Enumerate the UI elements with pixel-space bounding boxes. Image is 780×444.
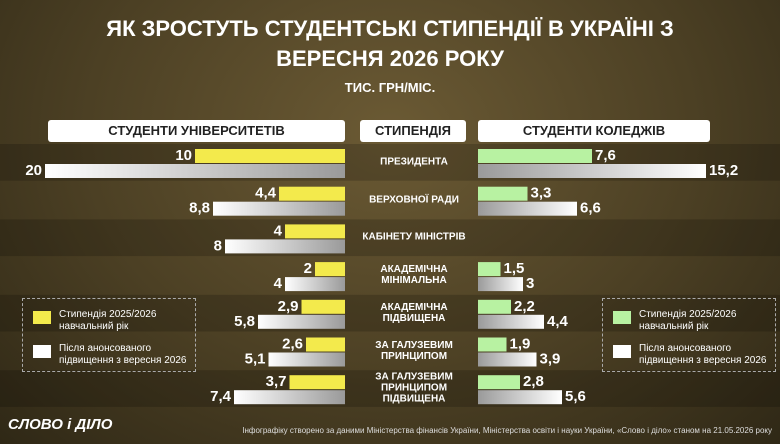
- bar: [478, 390, 562, 405]
- bar: [478, 299, 511, 314]
- bar: [478, 201, 577, 216]
- legend: Стипендія 2025/2026 навчальний рік Після …: [22, 298, 196, 372]
- row-band: [0, 219, 780, 257]
- bar: [279, 186, 345, 201]
- logo: СЛОВО і ДІЛО: [8, 416, 113, 433]
- value-label: 2,9: [278, 298, 299, 315]
- title: ЯК ЗРОСТУТЬ СТУДЕНТСЬКІ СТИПЕНДІЇ В УКРА…: [106, 16, 674, 71]
- category-label: КАБІНЕТУ МІНІСТРІВ: [362, 231, 466, 243]
- legend-swatch: [613, 345, 631, 358]
- legend-label: Стипендія 2025/2026 навчальний рік: [59, 309, 157, 332]
- category-header: СТИПЕНДІЯ: [360, 120, 466, 142]
- bar: [306, 337, 345, 352]
- value-label: 5,6: [565, 388, 586, 405]
- source: Інфографіку створено за даними Міністерс…: [242, 426, 772, 435]
- legend-label: Після анонсованого підвищення з вересня …: [59, 343, 187, 366]
- legend: Стипендія 2025/2026 навчальний рік Після …: [602, 298, 776, 372]
- category-label: АКАДЕМІЧНА ПІДВИЩЕНА: [380, 301, 448, 324]
- category-label: ПРЕЗИДЕНТА: [380, 156, 448, 168]
- bar: [213, 201, 345, 216]
- row-band: [0, 370, 780, 407]
- legend-swatch: [33, 345, 51, 358]
- value-label: 3: [526, 275, 534, 292]
- bar: [478, 262, 501, 277]
- value-label: 4: [274, 275, 283, 292]
- bar: [478, 186, 528, 201]
- legend-swatch: [613, 311, 631, 324]
- value-label: 2: [304, 260, 312, 277]
- value-label: 4,4: [255, 185, 277, 202]
- legend-label: Стипендія 2025/2026 навчальний рік: [639, 309, 737, 332]
- value-label: 3,9: [540, 350, 561, 367]
- value-label: 10: [175, 147, 192, 164]
- category-label: ЗА ГАЛУЗЕВИМ ПРИНЦИПОМ ПІДВИЩЕНА: [375, 371, 453, 405]
- value-label: 3,7: [266, 373, 287, 390]
- bar: [478, 149, 592, 163]
- bar: [225, 239, 345, 254]
- bar: [301, 299, 345, 314]
- bar: [195, 149, 345, 163]
- value-label: 6,6: [580, 200, 601, 217]
- left-header: СТУДЕНТИ УНІВЕРСИТЕТІВ: [48, 120, 345, 142]
- right-header: СТУДЕНТИ КОЛЕДЖІВ: [478, 120, 710, 142]
- value-label: 4,4: [547, 313, 569, 330]
- value-label: 2,6: [282, 335, 303, 352]
- category-label: ЗА ГАЛУЗЕВИМ ПРИНЦИПОМ: [375, 339, 453, 362]
- subtitle: ТИС. ГРН/МІС.: [344, 80, 436, 95]
- value-label: 15,2: [709, 162, 738, 179]
- bar: [315, 262, 345, 277]
- bar: [478, 277, 523, 292]
- bar: [258, 314, 345, 329]
- value-label: 2,2: [514, 298, 535, 315]
- bar: [234, 390, 345, 405]
- bar: [45, 164, 345, 178]
- value-label: 3,3: [531, 185, 552, 202]
- category-label: АКАДЕМІЧНА МІНІМАЛЬНА: [380, 264, 448, 287]
- bar: [285, 224, 345, 239]
- bar: [289, 375, 345, 390]
- bar: [478, 314, 544, 329]
- bar: [478, 375, 520, 390]
- value-label: 20: [25, 162, 42, 179]
- value-label: 8: [214, 237, 222, 254]
- value-label: 7,6: [595, 147, 616, 164]
- value-label: 4: [274, 222, 283, 239]
- value-label: 1,5: [504, 260, 525, 277]
- row-band: [0, 294, 780, 332]
- value-label: 8,8: [189, 200, 210, 217]
- legend-label: Після анонсованого підвищення з вересня …: [639, 343, 767, 366]
- bar: [285, 277, 345, 292]
- bar: [478, 352, 537, 367]
- bar: [478, 164, 706, 178]
- category-label: ВЕРХОВНОЇ РАДИ: [369, 194, 459, 206]
- value-label: 7,4: [210, 388, 232, 405]
- bar: [478, 337, 507, 352]
- value-label: 5,1: [245, 350, 266, 367]
- legend-swatch: [33, 311, 51, 324]
- value-label: 1,9: [510, 335, 531, 352]
- bar: [268, 352, 345, 367]
- value-label: 2,8: [523, 373, 544, 390]
- value-label: 5,8: [234, 313, 255, 330]
